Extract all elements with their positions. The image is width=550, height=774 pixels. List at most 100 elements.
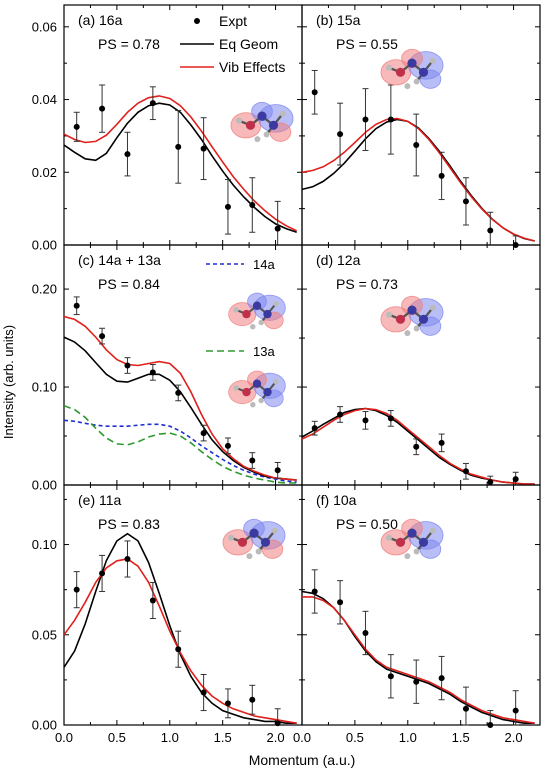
orbital-atom xyxy=(233,385,239,391)
orbital-atom xyxy=(273,300,279,307)
orbital-atom xyxy=(273,378,279,385)
orbital-atom xyxy=(258,397,264,404)
orbital-atom xyxy=(418,314,429,324)
expt-point xyxy=(487,227,494,234)
expt-point xyxy=(487,479,494,486)
orbital-icon xyxy=(228,292,286,330)
orbital-atom xyxy=(429,304,436,311)
ps-label: PS = 0.83 xyxy=(98,516,160,532)
orbital-lobe xyxy=(247,292,267,311)
orbital-icon xyxy=(380,295,444,337)
orbital-atom xyxy=(263,387,272,397)
expt-point xyxy=(175,389,182,396)
expt-point xyxy=(512,707,519,714)
expt-point xyxy=(73,123,80,130)
x-tick-label: 1.5 xyxy=(214,730,232,745)
expt-point xyxy=(311,588,318,595)
orbital-atom xyxy=(258,319,264,326)
expt-point xyxy=(224,442,231,449)
expt-point xyxy=(387,673,394,680)
legend-label: Vib Effects xyxy=(219,59,285,75)
orbital-atom xyxy=(242,387,251,397)
panel-frame xyxy=(301,484,541,726)
orbital-atom xyxy=(250,401,256,408)
x-axis-title: Momentum (a.u.) xyxy=(249,752,356,768)
panel-2: 0.00 0.10 0.20 (c) 14a + 13a PS = 0.84 14a 13a xyxy=(32,244,303,493)
expt-point xyxy=(438,675,445,682)
orbital-atom xyxy=(249,528,259,538)
expt-point xyxy=(224,700,231,707)
expt-point xyxy=(73,302,80,309)
expt-point xyxy=(413,443,420,450)
series-line-eq-geom xyxy=(302,118,535,242)
expt-point xyxy=(337,131,344,138)
expt-point xyxy=(274,225,281,232)
expt-point xyxy=(337,411,344,418)
expt-point xyxy=(438,172,445,179)
x-tick-label: 0.5 xyxy=(108,730,126,745)
orbital-atom xyxy=(233,307,239,313)
expt-point xyxy=(512,476,519,483)
y-axis-title: Intensity (arb. units) xyxy=(1,325,16,439)
orbital-atom xyxy=(386,311,392,318)
y-tick-label: 0.06 xyxy=(32,19,57,34)
orbital-atom xyxy=(271,527,278,534)
orbital-atom xyxy=(245,120,256,130)
orbital-atom xyxy=(404,553,411,560)
ps-label: PS = 0.73 xyxy=(336,276,398,292)
y-tick-label: 0.10 xyxy=(32,380,57,395)
x-tick-label: 2.0 xyxy=(505,730,523,745)
legend-label: Eq Geom xyxy=(219,36,278,52)
orbital-atom xyxy=(413,325,420,332)
expt-point xyxy=(413,142,420,148)
orbital-atom xyxy=(263,309,272,319)
expt-point xyxy=(362,417,369,424)
expt-point xyxy=(99,570,106,577)
orbital-atom xyxy=(413,78,420,85)
y-tick-label: 0.00 xyxy=(32,478,57,493)
orbital-atom xyxy=(386,64,392,71)
expt-point xyxy=(124,151,131,158)
orbital-lobe xyxy=(247,370,267,389)
orbital-atom xyxy=(268,120,279,130)
panels-layer: 0.00 0.02 0.04 0.06 (a) 16a PS = 0.78 Expt Eq G… xyxy=(32,4,541,745)
panel-label: (a) 16a xyxy=(78,12,123,28)
expt-point xyxy=(438,439,445,446)
expt-point xyxy=(200,430,207,437)
orbital-icon xyxy=(380,518,444,560)
orbital-atom xyxy=(407,305,417,315)
legend-marker-expt xyxy=(194,18,200,24)
expt-point xyxy=(311,425,318,432)
expt-point xyxy=(224,203,231,210)
ps-label: PS = 0.78 xyxy=(98,36,160,52)
expt-point xyxy=(99,333,106,340)
orbital-atom xyxy=(407,528,417,538)
expt-point xyxy=(387,415,394,422)
expt-point xyxy=(362,116,369,123)
expt-point xyxy=(200,689,207,696)
orbital-atom xyxy=(250,323,256,330)
y-tick-label: 0.02 xyxy=(32,165,57,180)
expt-point xyxy=(149,369,156,376)
expt-point xyxy=(487,722,494,728)
expt-point xyxy=(149,597,156,604)
series-line-eq-geom xyxy=(64,532,297,725)
expt-point xyxy=(175,143,182,150)
expt-point xyxy=(462,705,469,712)
panel-label: (e) 11a xyxy=(78,492,122,508)
orbital-atom xyxy=(386,534,392,541)
x-tick-label: 1.5 xyxy=(452,730,470,745)
orbital-atom xyxy=(260,537,271,547)
orbital-atom xyxy=(404,83,411,90)
series-line-eq-geom xyxy=(64,102,297,234)
orbital-atom xyxy=(254,136,261,143)
orbital-atom xyxy=(252,301,262,310)
y-tick-label: 0.04 xyxy=(32,92,57,107)
orbital-atom xyxy=(395,67,406,77)
series-line-vib-effects xyxy=(64,315,297,481)
panel-label: (b) 15a xyxy=(316,12,361,28)
orbital-atom xyxy=(429,57,436,64)
panel-3: (d) 12a PS = 0.73 xyxy=(301,244,541,486)
x-tick-label: 0.0 xyxy=(293,730,311,745)
legend-label: Expt xyxy=(219,13,247,29)
